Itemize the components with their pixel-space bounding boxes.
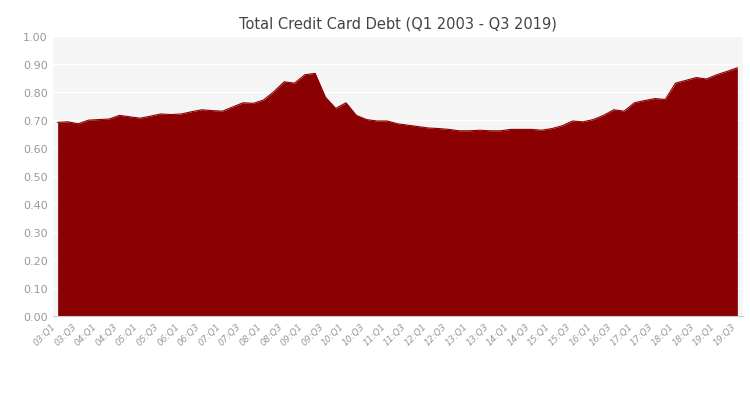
Title: Total Credit Card Debt (Q1 2003 - Q3 2019): Total Credit Card Debt (Q1 2003 - Q3 201… <box>238 16 556 31</box>
